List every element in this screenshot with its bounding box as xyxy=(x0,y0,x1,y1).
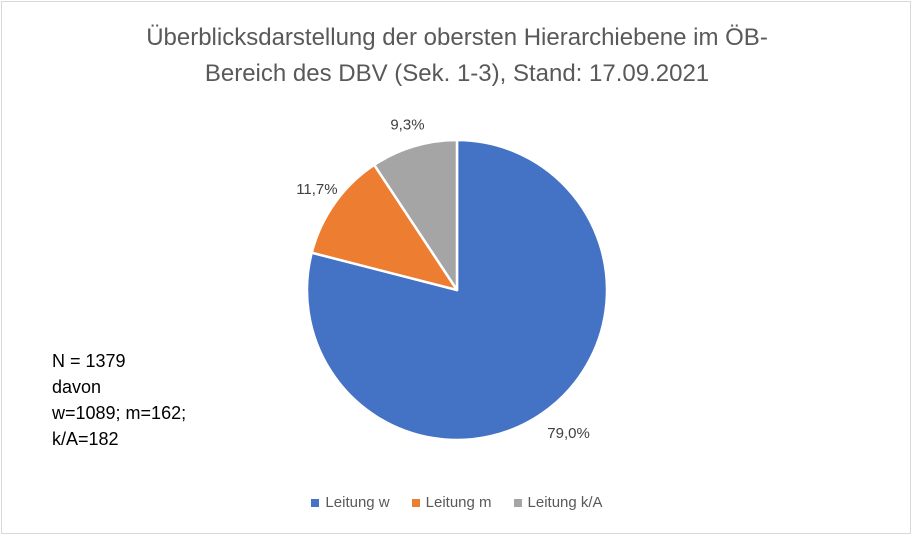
chart-title-line-1: Überblicksdarstellung der obersten Hiera… xyxy=(146,24,768,51)
legend-swatch xyxy=(411,498,420,507)
legend-item-leitung-w: Leitung w xyxy=(311,494,390,511)
chart-title-line-2: Bereich des DBV (Sek. 1-3), Stand: 17.09… xyxy=(204,60,710,87)
note-line: N = 1379 xyxy=(52,351,126,371)
legend-swatch xyxy=(513,498,522,507)
chart-title: Überblicksdarstellung der obersten Hiera… xyxy=(80,20,834,92)
legend: Leitung w Leitung m Leitung k/A xyxy=(0,494,914,511)
legend-label: Leitung m xyxy=(425,494,492,511)
pie-slice-2 xyxy=(310,163,459,292)
data-label: 11,7% xyxy=(296,181,337,198)
sample-size-note: N = 1379 davon w=1089; m=162; k/A=182 xyxy=(52,348,186,452)
note-line: davon xyxy=(52,377,102,397)
legend-item-leitung-ka: Leitung k/A xyxy=(513,494,603,511)
legend-swatch xyxy=(311,498,320,507)
pie-slice-3 xyxy=(373,138,459,292)
legend-label: Leitung w xyxy=(325,494,390,511)
data-label: 79,0% xyxy=(547,425,590,442)
legend-label: Leitung k/A xyxy=(527,494,603,511)
legend-item-leitung-m: Leitung m xyxy=(411,494,492,511)
note-line: k/A=182 xyxy=(52,429,119,449)
note-line: w=1089; m=162; xyxy=(52,403,187,423)
data-label: 9,3% xyxy=(390,116,424,133)
